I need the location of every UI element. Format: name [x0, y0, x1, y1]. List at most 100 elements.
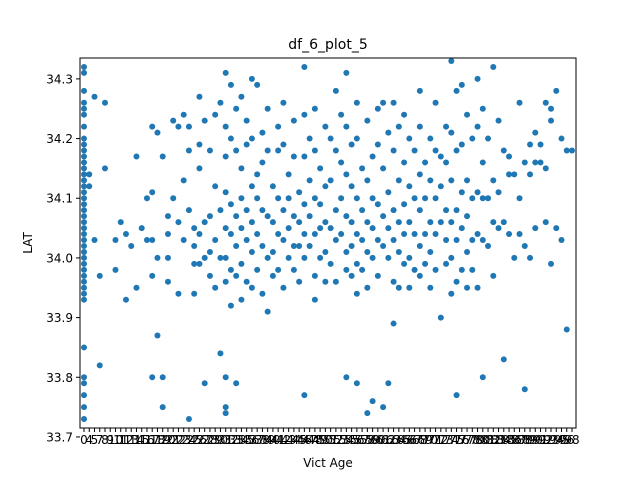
- data-point: [548, 260, 555, 267]
- data-point: [233, 272, 240, 279]
- data-point: [427, 248, 434, 255]
- data-point: [233, 105, 240, 112]
- data-point: [222, 123, 229, 130]
- data-point: [212, 183, 219, 190]
- x-tick-label: 75: [449, 433, 464, 447]
- data-point: [548, 105, 555, 112]
- data-point: [474, 284, 481, 291]
- data-point: [81, 284, 87, 291]
- data-point: [91, 237, 98, 244]
- data-point: [374, 105, 381, 112]
- data-point: [453, 237, 460, 244]
- data-point: [175, 290, 182, 297]
- data-point: [443, 207, 450, 214]
- y-axis-label: LAT: [21, 232, 35, 254]
- data-point: [374, 201, 381, 208]
- data-point: [485, 242, 492, 249]
- data-point: [558, 237, 565, 244]
- x-tick-label: 4: [85, 433, 93, 447]
- x-tick-label: 34: [234, 433, 249, 447]
- data-point: [122, 231, 129, 238]
- data-point: [374, 237, 381, 244]
- data-point: [458, 266, 465, 273]
- data-point: [490, 177, 497, 184]
- data-point: [322, 248, 329, 255]
- data-point: [248, 183, 255, 190]
- x-tick-label: 73: [438, 433, 453, 447]
- data-point: [164, 254, 171, 261]
- data-point: [86, 171, 93, 178]
- data-point: [448, 254, 455, 261]
- data-point: [206, 213, 213, 220]
- data-point: [280, 99, 287, 106]
- x-tick-label: 17: [145, 433, 160, 447]
- data-point: [81, 344, 87, 351]
- x-tick-label: 69: [417, 433, 432, 447]
- data-point: [380, 404, 387, 411]
- data-point: [259, 159, 266, 166]
- data-point: [385, 189, 392, 196]
- data-point: [343, 248, 350, 255]
- data-point: [443, 237, 450, 244]
- data-point: [81, 105, 87, 112]
- data-point: [506, 153, 513, 160]
- data-point: [81, 404, 87, 411]
- data-point: [327, 135, 334, 142]
- data-point: [290, 213, 297, 220]
- y-tick-label: 34.1: [46, 192, 73, 206]
- x-tick-label: 64: [391, 433, 406, 447]
- data-point: [464, 177, 471, 184]
- data-point: [364, 117, 371, 124]
- data-point: [217, 99, 224, 106]
- data-point: [185, 416, 192, 423]
- data-point: [196, 141, 203, 148]
- data-point: [490, 272, 497, 279]
- data-point: [411, 266, 418, 273]
- x-tick-label: 98: [564, 433, 579, 447]
- data-point: [290, 266, 297, 273]
- data-point: [327, 177, 334, 184]
- data-point: [254, 195, 261, 202]
- y-tick-label: 34.3: [46, 72, 73, 86]
- data-point: [154, 129, 161, 136]
- data-point: [227, 266, 234, 273]
- data-point: [338, 111, 345, 118]
- data-point: [343, 374, 350, 381]
- data-point: [343, 213, 350, 220]
- data-point: [222, 410, 229, 417]
- data-point: [191, 225, 198, 232]
- data-point: [338, 159, 345, 166]
- x-tick-label: 16: [139, 433, 154, 447]
- data-point: [81, 141, 87, 148]
- x-tick-label: 19: [155, 433, 170, 447]
- x-tick-label: 93: [543, 433, 558, 447]
- data-point: [122, 296, 129, 303]
- y-tick-label: 33.9: [46, 311, 73, 325]
- y-tick-label: 33.8: [46, 371, 73, 385]
- data-point: [196, 260, 203, 267]
- x-tick-label: 26: [192, 433, 207, 447]
- data-point: [500, 219, 507, 226]
- x-tick-label: 85: [501, 433, 516, 447]
- x-tick-label: 20: [160, 433, 175, 447]
- data-point: [516, 195, 523, 202]
- data-point: [81, 272, 87, 279]
- data-point: [327, 225, 334, 232]
- data-point: [81, 207, 87, 214]
- data-point: [406, 135, 413, 142]
- data-point: [390, 278, 397, 285]
- data-point: [243, 237, 250, 244]
- data-point: [353, 290, 360, 297]
- data-point: [201, 380, 208, 387]
- data-point: [238, 195, 245, 202]
- x-tick-label: 14: [129, 433, 144, 447]
- x-tick-label: 82: [486, 433, 501, 447]
- data-point: [81, 63, 87, 70]
- data-point: [191, 290, 198, 297]
- chart-title: df_6_plot_5: [288, 37, 367, 53]
- x-tick-label: 57: [354, 433, 369, 447]
- data-point: [390, 99, 397, 106]
- data-point: [474, 231, 481, 238]
- data-point: [479, 195, 486, 202]
- data-point: [364, 177, 371, 184]
